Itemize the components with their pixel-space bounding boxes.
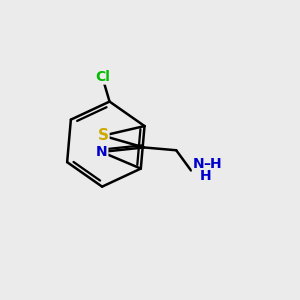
Text: N: N <box>96 145 107 159</box>
Text: S: S <box>98 128 108 143</box>
Text: Cl: Cl <box>95 70 110 84</box>
Text: N: N <box>193 157 204 171</box>
Text: H: H <box>199 169 211 183</box>
Text: –H: –H <box>203 157 221 171</box>
